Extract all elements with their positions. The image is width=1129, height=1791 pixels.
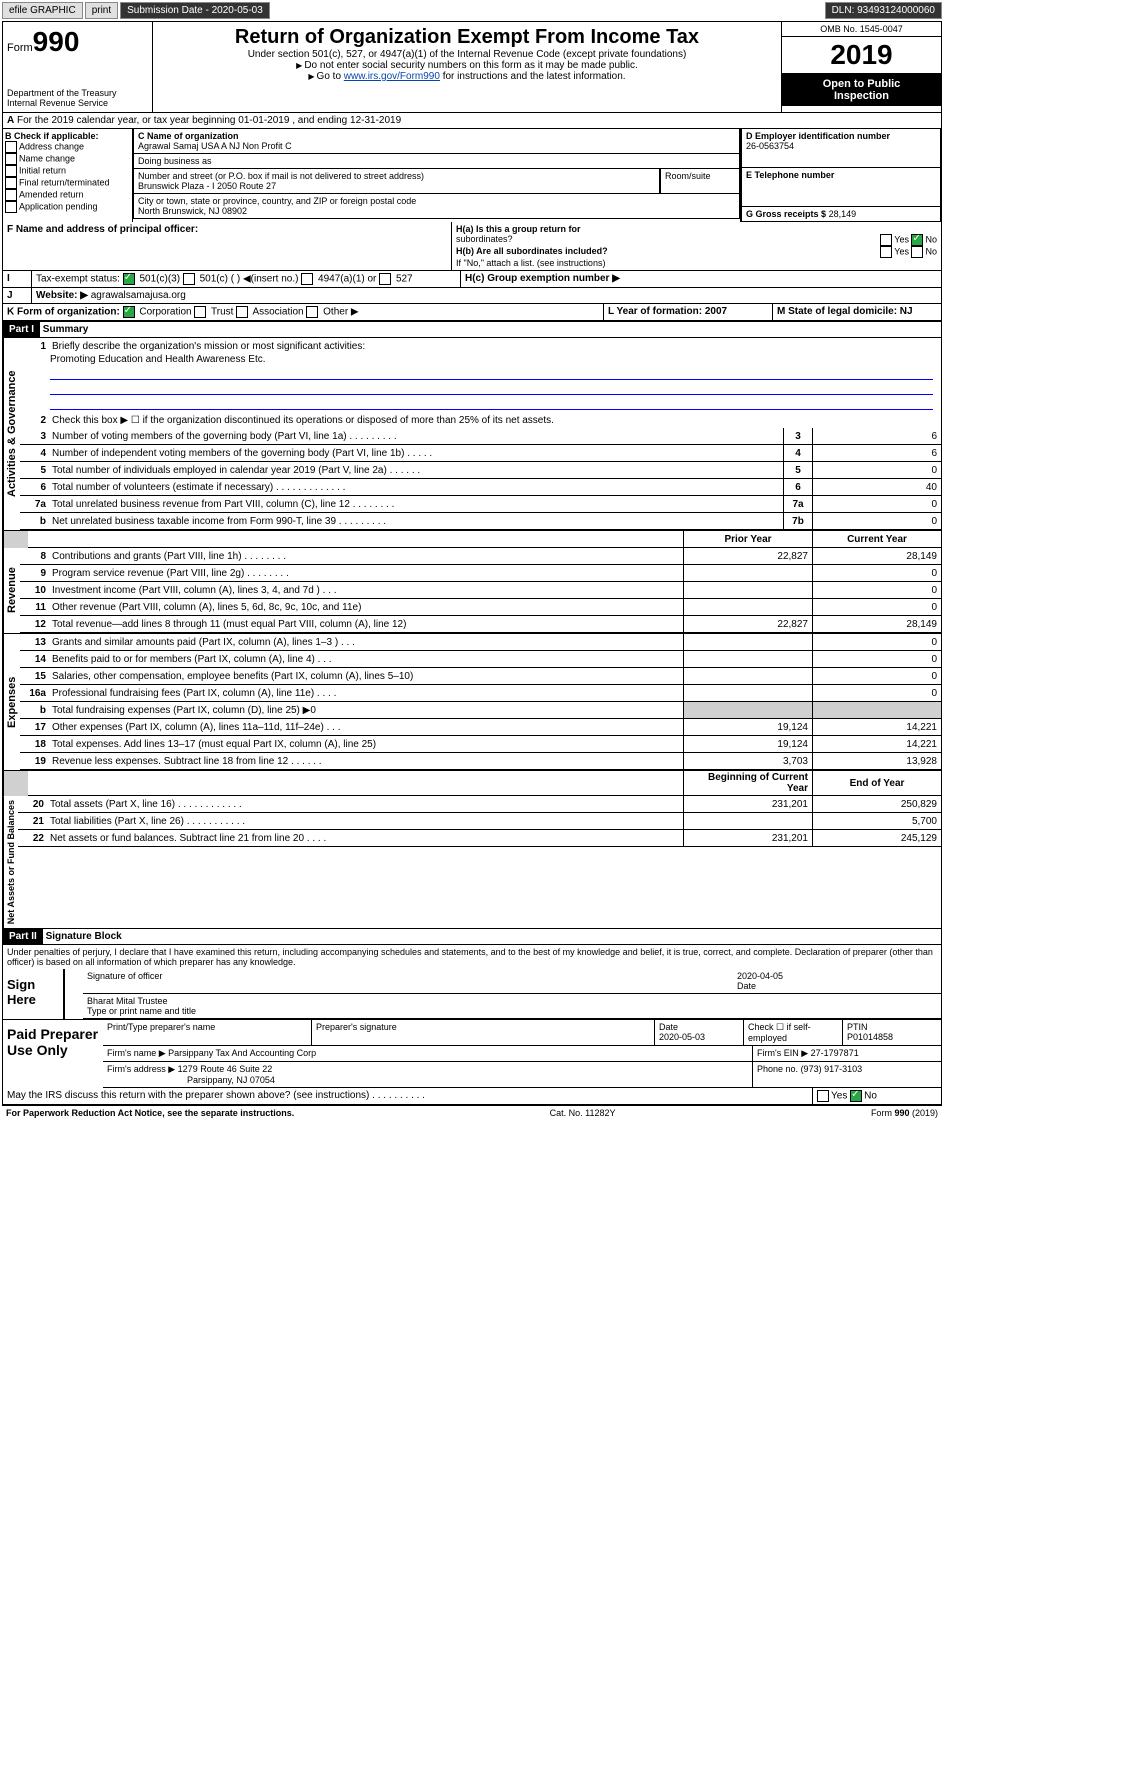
dept-label: Department of the Treasury — [7, 88, 148, 98]
city-state-zip: North Brunswick, NJ 08902 — [138, 206, 247, 216]
principal-officer: F Name and address of principal officer: — [3, 222, 452, 270]
vlabel-net-assets: Net Assets or Fund Balances — [3, 796, 18, 928]
irs-label: Internal Revenue Service — [7, 98, 148, 108]
cat-number: Cat. No. 11282Y — [550, 1108, 616, 1118]
dln-label: DLN: 93493124000060 — [825, 2, 942, 19]
form-number: Form990 — [7, 26, 148, 58]
form-outer: Form990 Department of the Treasury Inter… — [2, 21, 942, 1106]
firm-address: 1279 Route 46 Suite 22 — [178, 1064, 273, 1074]
vlabel-governance: Activities & Governance — [3, 338, 20, 530]
perjury-statement: Under penalties of perjury, I declare th… — [3, 945, 941, 969]
form-title: Return of Organization Exempt From Incom… — [157, 26, 777, 49]
irs-link[interactable]: www.irs.gov/Form990 — [344, 71, 440, 82]
paid-preparer-label: Paid Preparer Use Only — [3, 1020, 103, 1088]
form-of-org: K Form of organization: Corporation Trus… — [3, 304, 604, 320]
open-to-public: Open to PublicInspection — [782, 74, 941, 106]
firm-phone: (973) 917-3103 — [801, 1064, 863, 1074]
street-address: Brunswick Plaza - I 2050 Route 27 — [138, 181, 276, 191]
discuss-question: May the IRS discuss this return with the… — [3, 1088, 813, 1104]
subtitle-3: Go to www.irs.gov/Form990 for instructio… — [157, 71, 777, 82]
mission-text: Promoting Education and Health Awareness… — [50, 354, 933, 365]
firm-ein: 27-1797871 — [811, 1048, 859, 1058]
dba: Doing business as — [133, 154, 740, 169]
gross-receipts: 28,149 — [829, 209, 857, 219]
part-1-label: Part I — [3, 322, 40, 337]
toolbar: efile GRAPHIC print Submission Date - 20… — [2, 2, 942, 19]
ein: 26-0563754 — [746, 141, 794, 151]
tax-year: 2019 — [830, 39, 892, 70]
firm-name: Parsippany Tax And Accounting Corp — [168, 1048, 316, 1058]
submission-date: Submission Date - 2020-05-03 — [120, 2, 270, 19]
subtitle-1: Under section 501(c), 527, or 4947(a)(1)… — [157, 49, 777, 60]
sign-here-label: Sign Here — [3, 969, 63, 1019]
vlabel-expenses: Expenses — [3, 634, 20, 770]
officer-name: Bharat Mital Trustee — [87, 996, 168, 1006]
group-exemption: H(c) Group exemption number ▶ — [461, 271, 941, 287]
efile-button[interactable]: efile GRAPHIC — [2, 2, 83, 19]
tax-exempt-status: Tax-exempt status: 501(c)(3) 501(c) ( ) … — [32, 271, 461, 287]
prep-date: 2020-05-03 — [659, 1032, 705, 1042]
sign-date: 2020-04-05 — [737, 971, 783, 981]
ptin: P01014858 — [847, 1032, 893, 1042]
website: agrawalsamajusa.org — [91, 290, 186, 301]
subtitle-2: Do not enter social security numbers on … — [157, 60, 777, 71]
pra-notice: For Paperwork Reduction Act Notice, see … — [6, 1108, 294, 1118]
org-name: Agrawal Samaj USA A NJ Non Profit C — [138, 141, 292, 151]
part-2-label: Part II — [3, 929, 43, 944]
form-footer: Form 990 (2019) — [871, 1108, 938, 1118]
vlabel-revenue: Revenue — [3, 548, 20, 633]
print-button[interactable]: print — [85, 2, 118, 19]
year-formation: L Year of formation: 2007 — [604, 304, 773, 320]
state-domicile: M State of legal domicile: NJ — [773, 304, 941, 320]
section-b: B Check if applicable: Address change Na… — [3, 129, 133, 222]
omb-number: OMB No. 1545-0047 — [782, 22, 941, 37]
telephone-label: E Telephone number — [746, 170, 834, 180]
line-a: For the 2019 calendar year, or tax year … — [17, 115, 401, 126]
